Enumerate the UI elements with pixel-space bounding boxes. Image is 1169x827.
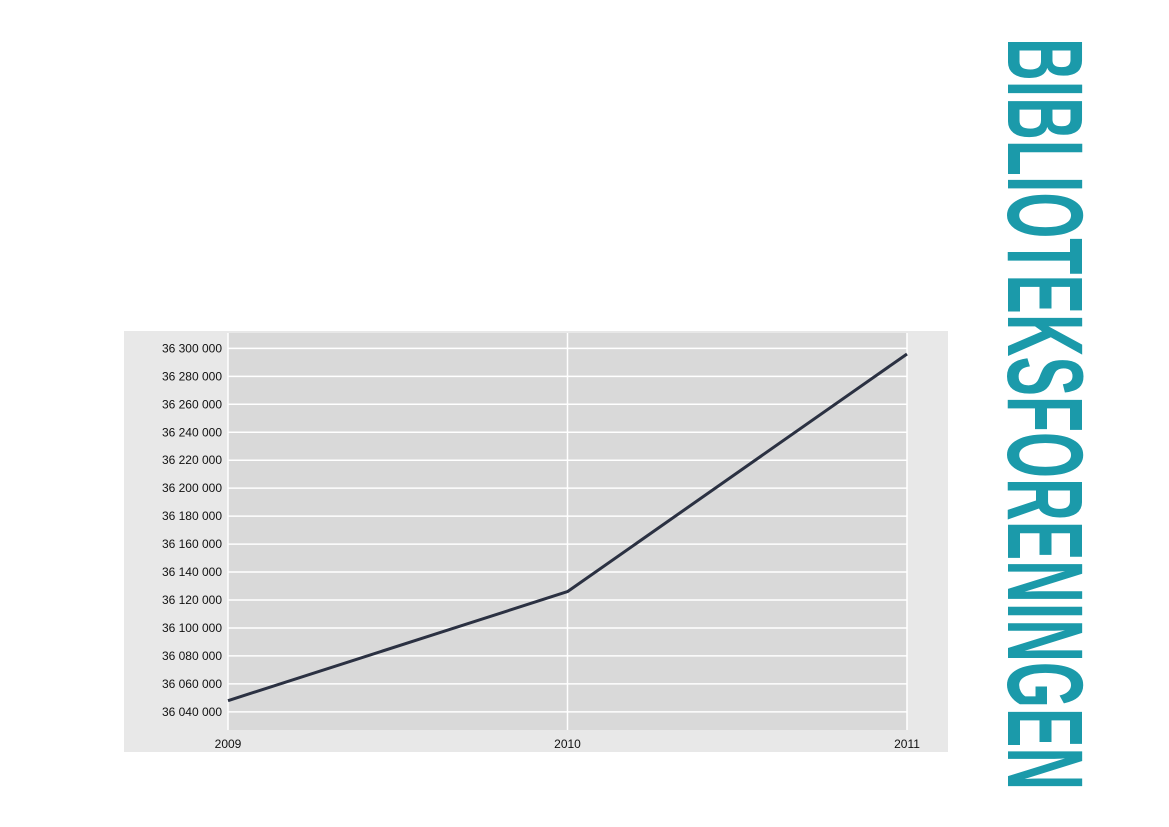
y-tick-label: 36 100 000: [162, 621, 222, 635]
y-tick-label: 36 300 000: [162, 341, 222, 355]
y-tick-label: 36 060 000: [162, 677, 222, 691]
grid: [227, 333, 908, 730]
y-tick-label: 36 220 000: [162, 453, 222, 467]
y-tick-label: 36 140 000: [162, 565, 222, 579]
logo-text: BIBLIOTEKSFORENINGEN: [985, 38, 1106, 790]
y-tick-label: 36 080 000: [162, 649, 222, 663]
y-tick-label: 36 240 000: [162, 425, 222, 439]
y-tick-label: 36 180 000: [162, 509, 222, 523]
y-tick-label: 36 160 000: [162, 537, 222, 551]
x-tick-label: 2010: [554, 737, 581, 751]
y-tick-label: 36 280 000: [162, 369, 222, 383]
x-tick-label: 2009: [215, 737, 242, 751]
y-tick-label: 36 040 000: [162, 705, 222, 719]
x-tick-label: 2011: [894, 737, 920, 751]
y-tick-label: 36 120 000: [162, 593, 222, 607]
y-tick-label: 36 260 000: [162, 397, 222, 411]
data-line: [227, 352, 908, 703]
marks: [227, 352, 908, 703]
y-tick-label: 36 200 000: [162, 481, 222, 495]
